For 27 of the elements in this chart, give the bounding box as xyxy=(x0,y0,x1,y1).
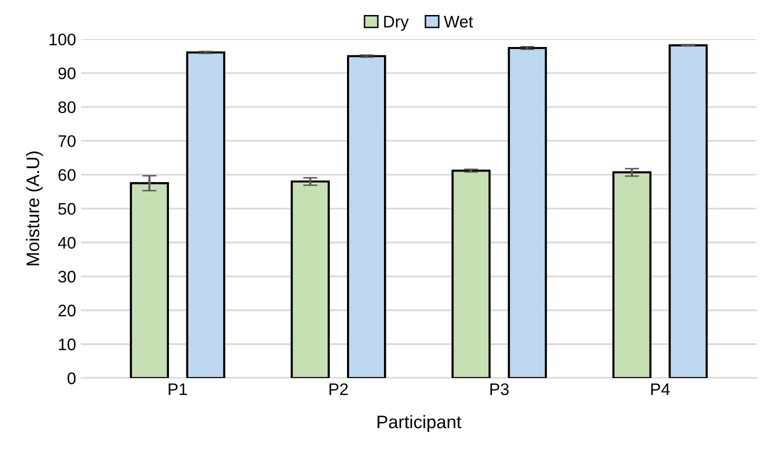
legend-label: Dry xyxy=(384,16,409,31)
y-tick-label: 80 xyxy=(58,101,76,114)
bar xyxy=(186,51,226,378)
x-tick-label: P4 xyxy=(651,383,670,395)
y-axis-title: Moisture (A.U) xyxy=(26,152,43,266)
y-tick-label: 20 xyxy=(58,304,76,316)
bar xyxy=(668,44,708,378)
y-tick-label: 100 xyxy=(50,34,76,46)
y-tick-label: 50 xyxy=(58,203,76,215)
y-tick-label: 60 xyxy=(58,169,76,181)
x-tick-label: P2 xyxy=(330,383,348,395)
bar xyxy=(290,180,330,378)
bar xyxy=(452,170,491,378)
y-tick-label: 0 xyxy=(68,372,76,384)
bar xyxy=(508,46,547,378)
y-tick-label: 40 xyxy=(58,236,76,249)
x-tick-label: P1 xyxy=(168,383,187,395)
legend-label: Wet xyxy=(444,16,473,28)
bar xyxy=(130,182,169,378)
y-tick-label: 10 xyxy=(58,338,76,350)
y-tick-label: 70 xyxy=(58,135,76,148)
bar xyxy=(347,55,386,378)
y-tick-label: 90 xyxy=(58,67,76,80)
y-tick-label: 30 xyxy=(58,270,76,283)
bar xyxy=(612,171,652,378)
x-axis-title: Participant xyxy=(378,415,462,432)
x-tick-label: P3 xyxy=(490,383,509,396)
